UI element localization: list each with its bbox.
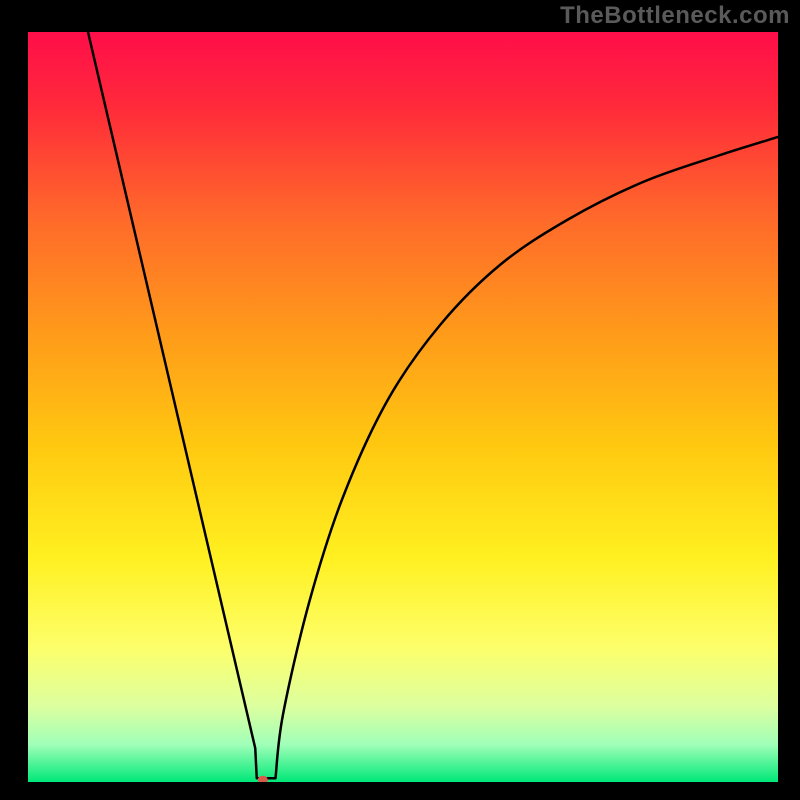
bottleneck-chart: TheBottleneck.com (0, 0, 800, 800)
watermark-text: TheBottleneck.com (560, 2, 790, 30)
minimum-marker (258, 776, 268, 782)
bottleneck-curve (28, 32, 778, 782)
plot-area (28, 32, 778, 782)
curve-path (88, 32, 778, 778)
